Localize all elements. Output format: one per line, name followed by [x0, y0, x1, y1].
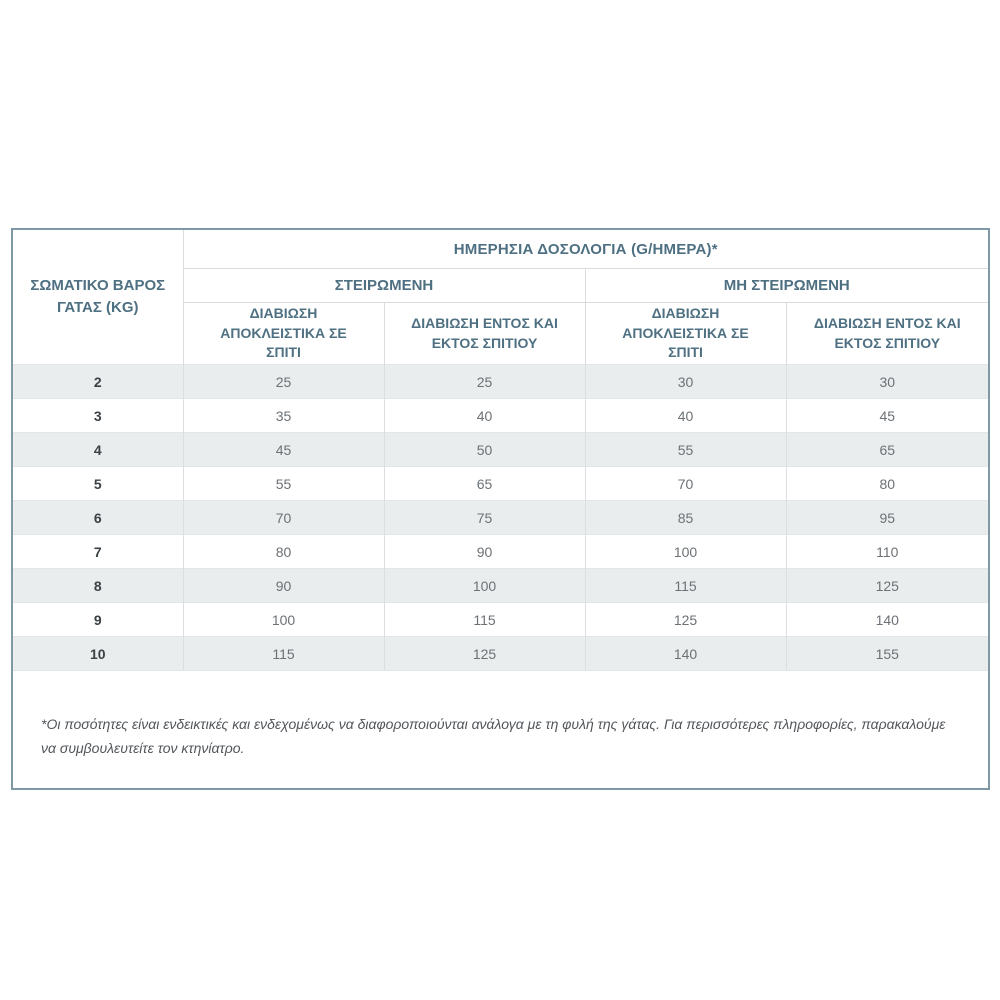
- value-cell: 70: [182, 500, 384, 535]
- value-cell: 25: [383, 364, 585, 399]
- value-cell: 25: [182, 364, 384, 399]
- value-cell: 155: [785, 636, 989, 670]
- sub-header-sterilized-indoor: ΔΙΑΒΙΩΣΗ ΑΠΟΚΛΕΙΣΤΙΚΑ ΣΕ ΣΠΙΤΙ: [183, 302, 384, 365]
- value-cell: 140: [785, 602, 989, 637]
- value-cell: 100: [182, 602, 384, 637]
- value-cell: 70: [584, 466, 786, 501]
- header-row-subheaders: ΔΙΑΒΙΩΣΗ ΑΠΟΚΛΕΙΣΤΙΚΑ ΣΕ ΣΠΙΤΙ ΔΙΑΒΙΩΣΗ …: [13, 302, 989, 365]
- weight-cell: 2: [13, 364, 183, 399]
- value-cell: 110: [785, 534, 989, 569]
- sub-header-sterilized-indoor-outdoor: ΔΙΑΒΙΩΣΗ ΕΝΤΟΣ ΚΑΙ ΕΚΤΟΣ ΣΠΙΤΙΟΥ: [383, 302, 585, 365]
- value-cell: 85: [584, 500, 786, 535]
- table-row: 3 35 40 40 45: [13, 398, 989, 433]
- weight-cell: 7: [13, 534, 183, 569]
- header-row-main: ΣΩΜΑΤΙΚΟ ΒΑΡΟΣ ΓΑΤΑΣ (KG) ΗΜΕΡΗΣΙΑ ΔΟΣΟΛ…: [13, 230, 989, 365]
- value-cell: 65: [383, 466, 585, 501]
- table-row: 8 90 100 115 125: [13, 568, 989, 603]
- value-cell: 30: [584, 364, 786, 399]
- value-cell: 115: [383, 602, 585, 637]
- weight-cell: 8: [13, 568, 183, 603]
- daily-dosage-table-card: ΣΩΜΑΤΙΚΟ ΒΑΡΟΣ ΓΑΤΑΣ (KG) ΗΜΕΡΗΣΙΑ ΔΟΣΟΛ…: [11, 228, 990, 790]
- value-cell: 115: [182, 636, 384, 670]
- group-header-non-sterilized: ΜΗ ΣΤΕΙΡΩΜΕΝΗ: [584, 268, 989, 303]
- value-cell: 45: [785, 398, 989, 433]
- value-cell: 100: [383, 568, 585, 603]
- table-row: 2 25 25 30 30: [13, 364, 989, 399]
- value-cell: 30: [785, 364, 989, 399]
- value-cell: 40: [383, 398, 585, 433]
- value-cell: 40: [584, 398, 786, 433]
- weight-cell: 4: [13, 432, 183, 467]
- value-cell: 80: [785, 466, 989, 501]
- value-cell: 115: [584, 568, 786, 603]
- sub-header-non-sterilized-indoor-outdoor: ΔΙΑΒΙΩΣΗ ΕΝΤΟΣ ΚΑΙ ΕΚΤΟΣ ΣΠΙΤΙΟΥ: [785, 302, 989, 365]
- weight-cell: 6: [13, 500, 183, 535]
- value-cell: 125: [584, 602, 786, 637]
- value-cell: 50: [383, 432, 585, 467]
- value-cell: 65: [785, 432, 989, 467]
- table-row: 4 45 50 55 65: [13, 432, 989, 467]
- table-row: 9 100 115 125 140: [13, 602, 989, 637]
- value-cell: 55: [182, 466, 384, 501]
- header-row-groups: ΣΤΕΙΡΩΜΕΝΗ ΜΗ ΣΤΕΙΡΩΜΕΝΗ: [13, 268, 989, 303]
- sub-header-non-sterilized-indoor: ΔΙΑΒΙΩΣΗ ΑΠΟΚΛΕΙΣΤΙΚΑ ΣΕ ΣΠΙΤΙ: [584, 302, 786, 365]
- footnote: *Οι ποσότητες είναι ενδεικτικές και ενδε…: [13, 670, 988, 788]
- value-cell: 80: [182, 534, 384, 569]
- value-cell: 140: [584, 636, 786, 670]
- value-cell: 95: [785, 500, 989, 535]
- value-cell: 75: [383, 500, 585, 535]
- col-header-body-weight: ΣΩΜΑΤΙΚΟ ΒΑΡΟΣ ΓΑΤΑΣ (KG): [13, 230, 184, 365]
- value-cell: 55: [584, 432, 786, 467]
- main-header-daily-dosage: ΗΜΕΡΗΣΙΑ ΔΟΣΟΛΟΓΙΑ (G/ΗΜΕΡΑ)*: [183, 230, 989, 269]
- table-row: 7 80 90 100 110: [13, 534, 989, 569]
- group-header-sterilized: ΣΤΕΙΡΩΜΕΝΗ: [183, 268, 585, 303]
- weight-cell: 3: [13, 398, 183, 433]
- table-row: 6 70 75 85 95: [13, 500, 989, 535]
- value-cell: 45: [182, 432, 384, 467]
- weight-cell: 10: [13, 636, 183, 670]
- value-cell: 90: [182, 568, 384, 603]
- value-cell: 90: [383, 534, 585, 569]
- value-cell: 100: [584, 534, 786, 569]
- table-row: 5 55 65 70 80: [13, 466, 989, 501]
- value-cell: 125: [383, 636, 585, 670]
- table-row: 10 115 125 140 155: [13, 636, 989, 670]
- value-cell: 125: [785, 568, 989, 603]
- daily-dosage-table: ΣΩΜΑΤΙΚΟ ΒΑΡΟΣ ΓΑΤΑΣ (KG) ΗΜΕΡΗΣΙΑ ΔΟΣΟΛ…: [13, 230, 989, 670]
- weight-cell: 5: [13, 466, 183, 501]
- weight-cell: 9: [13, 602, 183, 637]
- value-cell: 35: [182, 398, 384, 433]
